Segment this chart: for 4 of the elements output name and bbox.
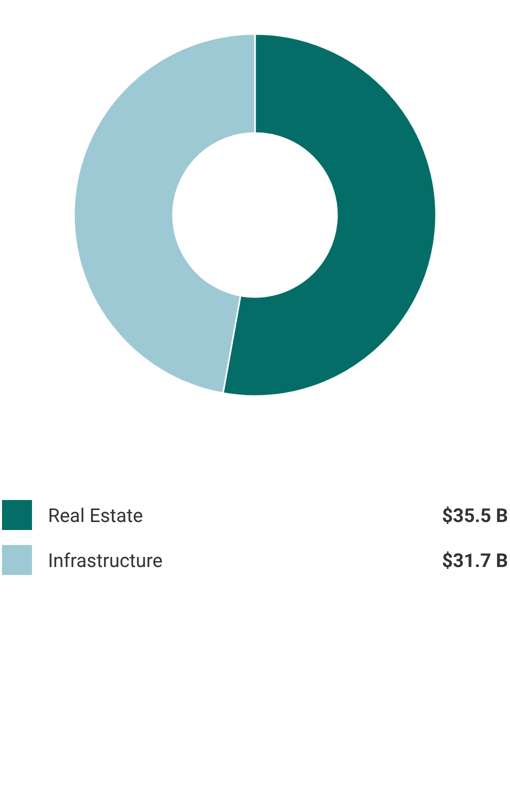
legend-label: Real Estate (48, 504, 143, 527)
legend-label: Infrastructure (48, 549, 163, 572)
data-label: $35.5 B (442, 504, 508, 527)
data-label: $31.7 B (442, 549, 508, 572)
